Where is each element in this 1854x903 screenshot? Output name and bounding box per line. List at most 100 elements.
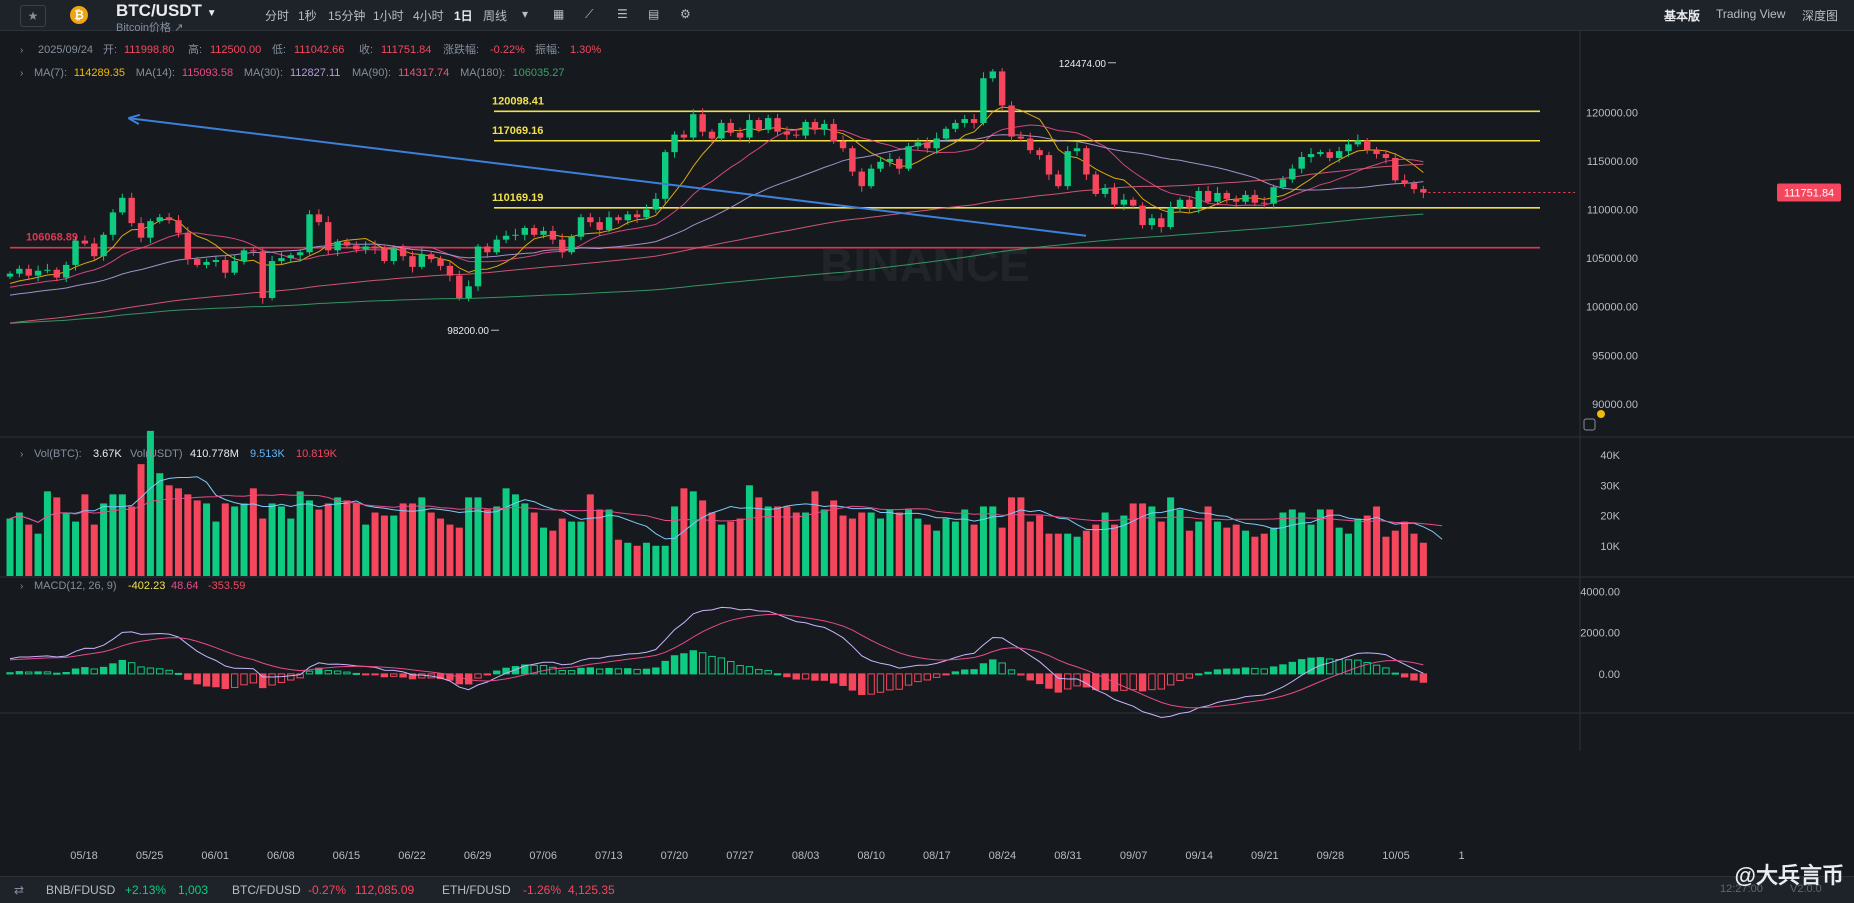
x-tick-label: 07/27 xyxy=(726,850,754,862)
macd-histogram-bar xyxy=(1129,673,1137,691)
ma-line xyxy=(9,124,1424,288)
candle-body xyxy=(428,254,435,260)
macd-histogram-bar xyxy=(1297,659,1306,675)
volume-bar xyxy=(34,533,42,576)
drawing-tools-icon[interactable]: ⟋ xyxy=(585,7,594,21)
macd-histogram-bar xyxy=(446,673,454,681)
macd-histogram-bar xyxy=(979,663,988,675)
candle-body xyxy=(1223,192,1230,199)
candle-body xyxy=(708,131,716,139)
collapse-chevron-icon[interactable]: › xyxy=(20,68,23,79)
candle-body xyxy=(671,134,678,153)
interval-tab[interactable]: 1秒 xyxy=(298,9,317,23)
macd-histogram-bar xyxy=(633,668,641,675)
macd-histogram-bar xyxy=(1082,673,1091,688)
dropdown-icon[interactable]: ▾ xyxy=(522,7,529,21)
indicators-icon[interactable]: ☰ xyxy=(617,7,628,21)
ticker-pair[interactable]: BNB/FDUSD xyxy=(46,883,116,897)
macd-histogram-bar xyxy=(895,673,903,690)
candle-body xyxy=(137,223,145,238)
volume-bar xyxy=(820,509,828,576)
star-icon[interactable]: ★ xyxy=(20,5,46,27)
ohlc-date: 2025/09/24 xyxy=(38,44,93,56)
ticker-pair[interactable]: BTC/FDUSD xyxy=(232,883,301,897)
macd-histogram-bar xyxy=(212,673,220,688)
candle-body xyxy=(736,132,744,138)
macd-histogram-bar xyxy=(1335,659,1343,675)
candle-body xyxy=(568,236,575,253)
volume-bar xyxy=(502,488,510,576)
volume-bar xyxy=(1335,527,1343,576)
macd-histogram-bar xyxy=(989,659,997,675)
candle-body xyxy=(493,239,500,253)
volume-bar xyxy=(1092,524,1100,576)
candle-body xyxy=(1167,207,1174,227)
candle-body xyxy=(933,138,940,149)
macd-histogram-bar xyxy=(137,666,145,675)
vol-tick-label: 40K xyxy=(1600,450,1620,462)
calendar-icon[interactable]: ▦ xyxy=(553,7,565,21)
collapse-chevron-icon[interactable]: › xyxy=(20,45,23,56)
vol-ma2-value: 10.819K xyxy=(296,448,338,460)
view-basic[interactable]: 基本版 xyxy=(1664,9,1701,23)
ticker-change: -0.27% xyxy=(308,883,347,897)
alert-icon[interactable] xyxy=(1583,410,1605,431)
volume-bar xyxy=(371,512,379,576)
candle-body xyxy=(72,240,79,265)
ma-line xyxy=(9,134,1424,296)
candle-body xyxy=(755,120,762,130)
interval-tab[interactable]: 1小时 xyxy=(373,9,404,23)
candle-body xyxy=(1242,194,1249,202)
amplitude-value: 1.30% xyxy=(570,44,601,56)
macd-histogram-bar xyxy=(1410,673,1418,681)
volume-bar xyxy=(521,503,529,576)
volume-bar xyxy=(1110,524,1118,576)
volume-bar xyxy=(1008,497,1016,576)
price-annotation: 124474.00 xyxy=(1059,59,1107,70)
candle-body xyxy=(278,258,285,262)
candle-body xyxy=(989,71,996,79)
ticker-pair[interactable]: ETH/FDUSD xyxy=(442,883,511,897)
last-price-box xyxy=(1777,183,1841,202)
interval-tab-active[interactable]: 1日 xyxy=(454,9,473,23)
interval-tab[interactable]: 分时 xyxy=(265,9,290,23)
ticker-bar: ⇄ BNB/FDUSD +2.13% 1,003 BTC/FDUSD -0.27… xyxy=(0,876,1854,903)
candle-body xyxy=(1251,194,1259,203)
volume-bar xyxy=(605,509,613,576)
interval-tab[interactable]: 15分钟 xyxy=(328,9,366,23)
layout-icon[interactable]: ▤ xyxy=(648,7,660,21)
macd-histogram-bar xyxy=(371,673,379,676)
volume-bar xyxy=(1064,533,1072,576)
volume-bar xyxy=(193,500,201,576)
close-value: 111751.84 xyxy=(381,44,431,56)
volume-bar xyxy=(717,524,725,576)
macd-histogram-bar xyxy=(1223,668,1231,675)
interval-tab[interactable]: 周线 xyxy=(483,9,508,23)
view-depth[interactable]: 深度图 xyxy=(1802,9,1839,23)
macd-histogram-bar xyxy=(521,664,529,675)
candle-body xyxy=(1186,199,1193,208)
view-tradingview[interactable]: Trading View xyxy=(1716,7,1786,21)
candle-body xyxy=(839,141,847,149)
candle-body xyxy=(1092,174,1099,194)
macd-histogram-bar xyxy=(240,673,248,686)
macd-histogram-bar xyxy=(801,673,810,680)
candle-body xyxy=(530,227,538,235)
candlestick-chart[interactable]: BINANCE 120098.41 117069.16 110169.19 10606… xyxy=(0,31,1854,876)
symbol-selector[interactable]: BTC/USDT ▼ xyxy=(116,1,217,21)
ma-legend-label: MA(7): xyxy=(34,67,67,79)
volume-bar xyxy=(352,503,360,576)
x-tick-label: 09/14 xyxy=(1185,850,1213,862)
macd-histogram-bar xyxy=(1372,664,1381,675)
x-tick-label: 06/01 xyxy=(201,850,229,862)
macd-histogram-bar xyxy=(43,671,52,675)
collapse-chevron-icon[interactable]: › xyxy=(20,449,23,460)
macd-histogram-bar xyxy=(1120,673,1128,691)
volume-bar xyxy=(1419,542,1427,576)
symbol-subtitle[interactable]: Bitcoin价格 ↗ xyxy=(116,19,183,35)
interval-tab[interactable]: 4小时 xyxy=(413,9,444,23)
ticker-toggle-icon[interactable]: ⇄ xyxy=(14,883,25,897)
collapse-chevron-icon[interactable]: › xyxy=(20,581,23,592)
settings-gear-icon[interactable]: ⚙ xyxy=(680,7,691,21)
volume-bar xyxy=(1251,536,1259,576)
